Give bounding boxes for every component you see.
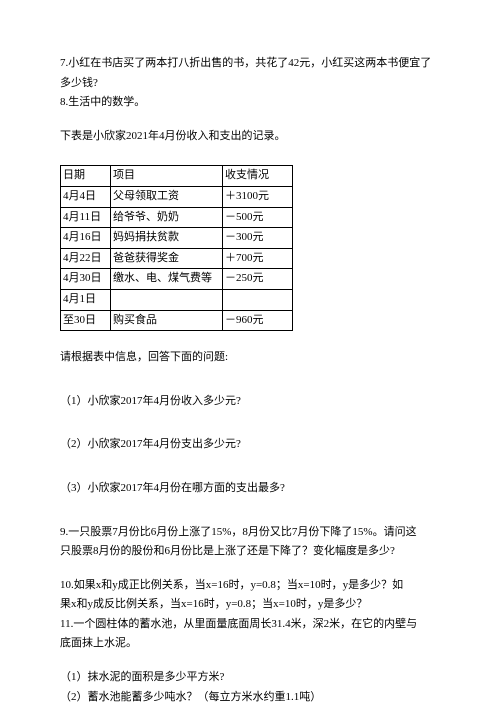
table-row: 至30日 购买食品 －960元 <box>61 310 293 331</box>
cell-date: 4月4日 <box>61 186 111 207</box>
cell-date: 至30日 <box>61 310 111 331</box>
cell-date: 4月11日 <box>61 207 111 228</box>
cell-item: 缴水、电、煤气费等 <box>111 269 223 290</box>
q8-prompt: 请根据表中信息，回答下面的问题: <box>60 349 440 367</box>
cell-item: 给爷爷、奶奶 <box>111 207 223 228</box>
q8-intro: 下表是小欣家2021年4月份收入和支出的记录。 <box>60 128 440 146</box>
cell-item: 妈妈捐扶贫款 <box>111 228 223 249</box>
cell-item <box>111 289 223 310</box>
q11-sub2: （2）蓄水池能蓄多少吨水？（每立方米水约重1.1吨） <box>60 689 440 707</box>
cell-amount: －250元 <box>223 269 293 290</box>
cell-amount: －300元 <box>223 228 293 249</box>
q7-line1: 7.小红在书店买了两本打八折出售的书，共花了42元，小红买这两本书便宜了 <box>60 55 440 73</box>
cell-amount <box>223 289 293 310</box>
income-expense-table: 日期 项目 收支情况 4月4日 父母领取工资 ＋3100元 4月11日 给爷爷、… <box>60 165 293 331</box>
cell-item: 爸爸获得奖金 <box>111 248 223 269</box>
table-row: 4月1日 <box>61 289 293 310</box>
q10-line2: 果x和y成反比例关系，当x=16时，y=0.8；当x=10时，y是多少？ <box>60 596 440 614</box>
header-item: 项目 <box>111 166 223 187</box>
cell-amount: －500元 <box>223 207 293 228</box>
cell-date: 4月22日 <box>61 248 111 269</box>
q8-sub3: （3）小欣家2017年4月份在哪方面的支出最多? <box>60 480 440 498</box>
q11-sub1: （1）抹水泥的面积是多少平方米? <box>60 669 440 687</box>
cell-date: 4月1日 <box>61 289 111 310</box>
cell-amount: －960元 <box>223 310 293 331</box>
cell-date: 4月16日 <box>61 228 111 249</box>
cell-date: 4月30日 <box>61 269 111 290</box>
q8-sub1: （1）小欣家2017年4月份收入多少元? <box>60 393 440 411</box>
table-row: 4月22日 爸爸获得奖金 ＋700元 <box>61 248 293 269</box>
q9-line1: 9.一只股票7月份比6月份上涨了15%，8月份又比7月份下降了15%。请问这 <box>60 524 440 542</box>
header-amount: 收支情况 <box>223 166 293 187</box>
header-date: 日期 <box>61 166 111 187</box>
q10-line1: 10.如果x和y成正比例关系，当x=16时，y=0.8；当x=10时，y是多少？… <box>60 577 440 595</box>
cell-item: 购买食品 <box>111 310 223 331</box>
q8-sub2: （2）小欣家2017年4月份支出多少元? <box>60 436 440 454</box>
q8-title: 8.生活中的数学。 <box>60 94 440 112</box>
q11-line2: 底面抹上水泥。 <box>60 635 440 653</box>
table-row: 4月30日 缴水、电、煤气费等 －250元 <box>61 269 293 290</box>
q7-line2: 多少钱? <box>60 75 440 93</box>
cell-amount: ＋3100元 <box>223 186 293 207</box>
table-row: 4月16日 妈妈捐扶贫款 －300元 <box>61 228 293 249</box>
table-header-row: 日期 项目 收支情况 <box>61 166 293 187</box>
q9-line2: 只股票8月份的股份和6月份比是上涨了还是下降了？变化幅度是多少? <box>60 543 440 561</box>
q11-line1: 11.一个圆柱体的蓄水池，从里面量底面周长31.4米，深2米，在它的内壁与 <box>60 616 440 634</box>
cell-item: 父母领取工资 <box>111 186 223 207</box>
table-row: 4月11日 给爷爷、奶奶 －500元 <box>61 207 293 228</box>
table-row: 4月4日 父母领取工资 ＋3100元 <box>61 186 293 207</box>
cell-amount: ＋700元 <box>223 248 293 269</box>
